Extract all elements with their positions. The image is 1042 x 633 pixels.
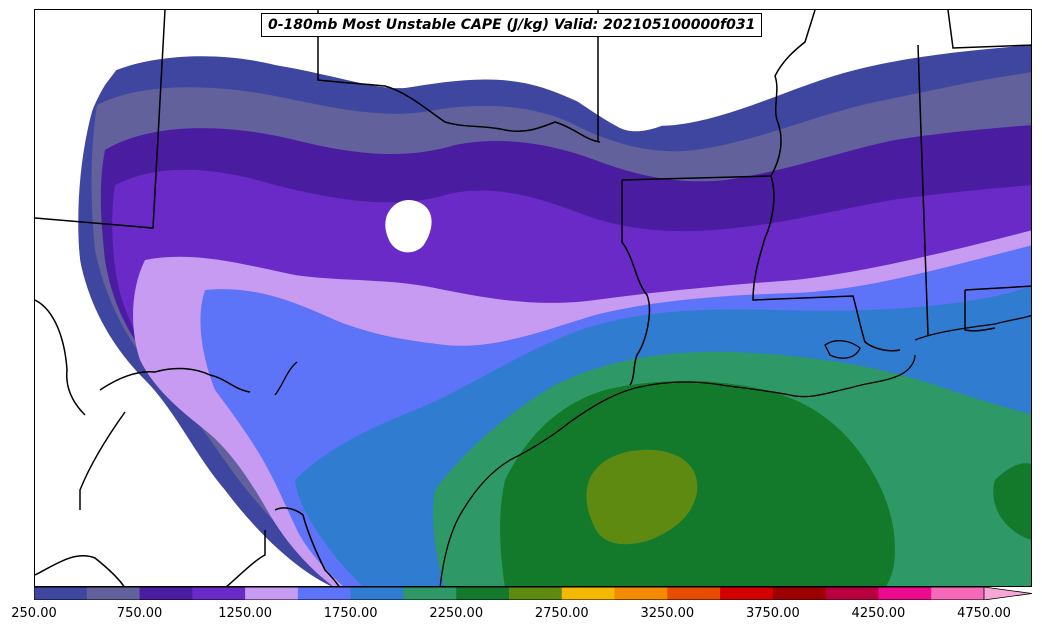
no-data-hole [385,199,432,253]
colorbar-bin-4500 [931,587,985,600]
colorbar-bin-1250 [245,587,299,600]
colorbar-bin-250 [34,587,88,600]
map-panel [34,9,1032,587]
colorbar-tick-label: 2750.00 [534,606,589,621]
colorbar-bin-500 [86,587,141,600]
colorbar-bin-4250 [878,587,932,600]
colorbar-bin-2500 [509,587,563,600]
colorbar-extend-arrow [983,587,1032,600]
colorbar-bin-3500 [720,587,774,600]
colorbar-bin-4000 [825,587,879,600]
no-data-northwest [35,10,259,586]
cape-map [35,10,1031,586]
colorbar-tick-label: 1250.00 [218,606,272,621]
colorbar-tick-label: 250.00 [11,606,57,621]
colorbar-bin-3750 [772,587,827,600]
colorbar-bin-2250 [456,587,510,600]
colorbar-tick-label: 4750.00 [957,606,1011,621]
colorbar-tick-label: 1750.00 [323,606,378,621]
colorbar-bin-1500 [297,587,352,600]
colorbar [34,587,1032,600]
no-data-north [155,10,1031,132]
coastline [274,314,1031,586]
colorbar-bin-750 [139,587,193,600]
state-borders [35,10,1031,586]
colorbar-bin-2000 [403,587,457,600]
cape-2250-region-east [993,463,1031,540]
map-title: 0-180mb Most Unstable CAPE (J/kg) Valid:… [261,13,763,37]
colorbar-tick-label: 750.00 [116,606,163,621]
cape-2500-region [586,449,698,545]
colorbar-bin-3250 [667,587,721,600]
colorbar-tick-label: 2250.00 [429,606,484,621]
colorbar-bin-3000 [614,587,668,600]
colorbar-tick-label: 3750.00 [745,606,800,621]
colorbar-bin-1000 [192,587,246,600]
cape-2250-region [500,381,895,586]
colorbar-bin-2750 [561,587,616,600]
colorbar-bin-1750 [350,587,404,600]
colorbar-tick-label: 3250.00 [640,606,695,621]
colorbar-tick-label: 4250.00 [851,606,906,621]
